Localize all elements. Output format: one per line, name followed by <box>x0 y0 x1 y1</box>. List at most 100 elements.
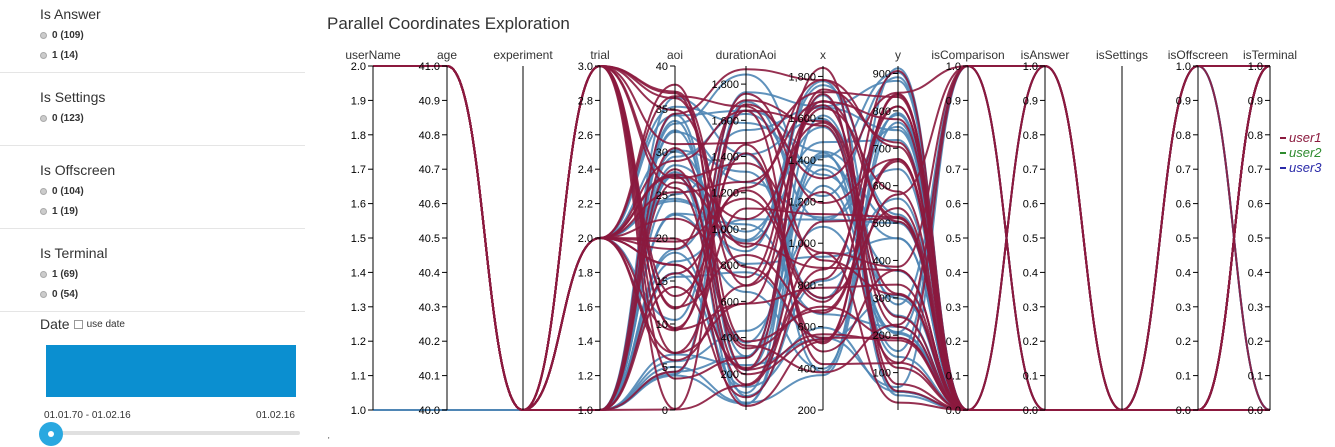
record-polyline[interactable] <box>372 65 1271 412</box>
record-polyline[interactable] <box>372 64 1271 412</box>
record-polyline[interactable] <box>372 65 1270 412</box>
record-polyline[interactable] <box>372 65 1270 412</box>
record-polyline[interactable] <box>372 65 1271 412</box>
axis-label[interactable]: isComparison <box>931 48 1004 62</box>
record-polyline[interactable] <box>372 64 1270 412</box>
radio-icon[interactable] <box>40 31 47 39</box>
record-polyline[interactable] <box>372 65 1271 412</box>
record-polyline[interactable] <box>372 64 1271 412</box>
axis-durationAoi[interactable]: durationAoi 200 400 600 800 1,000 1,200 1,400 1,… <box>711 48 776 410</box>
radio-option[interactable]: 0 (104) <box>40 181 305 201</box>
record-polyline[interactable] <box>372 64 1270 412</box>
axis-label[interactable]: experiment <box>493 48 553 62</box>
record-polyline[interactable] <box>372 65 1270 412</box>
record-polyline[interactable] <box>372 65 1271 412</box>
radio-option[interactable]: 0 (123) <box>40 108 305 128</box>
record-polyline[interactable] <box>372 65 1270 412</box>
axis-label[interactable]: isSettings <box>1096 48 1148 62</box>
record-polyline[interactable] <box>372 65 1271 412</box>
axis-userName[interactable]: userName 1.0 1.1 1.2 1.3 1.4 1.5 1.6 1.7 1.8 1.9 2.… <box>345 48 401 417</box>
radio-icon[interactable] <box>40 51 47 59</box>
record-polyline[interactable] <box>372 64 1271 412</box>
record-polyline[interactable] <box>372 65 1271 412</box>
record-polyline[interactable] <box>372 65 1271 412</box>
record-polyline[interactable] <box>372 64 1270 412</box>
axis-label[interactable]: isTerminal <box>1243 48 1297 62</box>
record-polyline[interactable] <box>372 65 1271 412</box>
record-polyline[interactable] <box>372 65 1270 412</box>
record-polyline[interactable] <box>372 64 1271 412</box>
record-polyline[interactable] <box>372 65 1270 412</box>
record-polyline[interactable] <box>372 65 1270 412</box>
axis-isComparison[interactable]: isComparison 0.0 0.1 0.2 0.3 0.4 0.5 0.6 0.7 0.8 0… <box>931 48 1004 417</box>
radio-option[interactable]: 0 (109) <box>40 25 305 45</box>
axis-label[interactable]: isAnswer <box>1021 48 1070 62</box>
record-polyline[interactable] <box>372 64 1270 412</box>
axis-label[interactable]: trial <box>590 48 609 62</box>
record-polyline[interactable] <box>372 64 1270 412</box>
record-polyline[interactable] <box>372 65 1270 412</box>
record-polyline[interactable] <box>372 64 1271 412</box>
record-polyline[interactable] <box>372 65 1271 412</box>
record-polyline[interactable] <box>372 65 1271 412</box>
axis-label[interactable]: durationAoi <box>716 48 777 62</box>
record-polyline[interactable] <box>372 65 1271 412</box>
axis-label[interactable]: userName <box>345 48 401 62</box>
record-polyline[interactable] <box>372 65 1270 412</box>
axis-isSettings[interactable]: isSettings <box>1096 48 1148 410</box>
record-polyline[interactable] <box>372 64 1270 412</box>
axis-isAnswer[interactable]: isAnswer 0.0 0.1 0.2 0.3 0.4 0.5 0.6 0.7 0.8 0.9 1.… <box>1021 48 1070 417</box>
axis-isTerminal[interactable]: isTerminal 0.0 0.1 0.2 0.3 0.4 0.5 0.6 0.7 0.8 0.9… <box>1243 48 1297 417</box>
use-date-checkbox[interactable] <box>73 319 83 329</box>
record-polyline[interactable] <box>372 65 1271 412</box>
record-polyline[interactable] <box>372 64 1271 412</box>
axis-y[interactable]: y 100 200 300 400 500 600 700 800 900 <box>873 48 901 410</box>
record-polyline[interactable] <box>372 65 1271 412</box>
record-polyline[interactable] <box>372 65 1270 412</box>
axis-label[interactable]: x <box>820 48 826 62</box>
axis-label[interactable]: y <box>895 48 901 62</box>
record-polyline[interactable] <box>372 64 1271 412</box>
radio-icon[interactable] <box>40 114 47 122</box>
record-polyline[interactable] <box>372 65 1270 412</box>
parallel-coordinates-plot[interactable]: userName 1.0 1.1 1.2 1.3 1.4 1.5 1.6 1.7 1.8 1.9 2.… <box>320 40 1335 420</box>
record-polyline[interactable] <box>372 65 1270 412</box>
record-polyline[interactable] <box>372 65 1270 412</box>
record-polyline[interactable] <box>372 64 1270 412</box>
record-polyline[interactable] <box>372 64 1270 412</box>
record-polyline[interactable] <box>372 64 1271 412</box>
axis-label[interactable]: isOffscreen <box>1168 48 1228 62</box>
record-polyline[interactable] <box>372 64 1271 412</box>
axis-label[interactable]: aoi <box>667 48 683 62</box>
record-polyline[interactable] <box>372 64 1270 412</box>
record-polyline[interactable] <box>372 64 1271 412</box>
record-polyline[interactable] <box>372 64 1271 412</box>
record-polyline[interactable] <box>372 64 1270 412</box>
radio-option[interactable]: 1 (14) <box>40 45 305 65</box>
record-polyline[interactable] <box>372 64 1271 412</box>
record-polyline[interactable] <box>372 65 1271 412</box>
record-polyline[interactable] <box>372 64 1271 412</box>
record-polyline[interactable] <box>372 65 1270 412</box>
axis-age[interactable]: age 40.0 40.1 40.2 40.3 40.4 40.5 40.6 40.7 40.8 4… <box>419 48 458 417</box>
radio-icon[interactable] <box>40 290 47 298</box>
date-slider-handle[interactable] <box>39 422 63 446</box>
record-polyline[interactable] <box>372 65 1270 412</box>
record-polyline[interactable] <box>372 65 1271 412</box>
record-polyline[interactable] <box>372 65 1271 412</box>
date-slider-track[interactable] <box>50 431 300 435</box>
record-polyline[interactable] <box>372 65 1271 412</box>
radio-option[interactable]: 0 (54) <box>40 284 305 304</box>
axis-isOffscreen[interactable]: isOffscreen 0.0 0.1 0.2 0.3 0.4 0.5 0.6 0.7 0.8 0.… <box>1168 48 1228 417</box>
axis-label[interactable]: age <box>437 48 457 62</box>
axis-experiment[interactable]: experiment <box>493 48 553 410</box>
axis-x[interactable]: x 200 400 600 800 1,000 1,200 1,400 1,600 1,800 <box>788 48 826 417</box>
record-polyline[interactable] <box>372 64 1271 412</box>
record-polyline[interactable] <box>372 64 1270 412</box>
axis-trial[interactable]: trial 1.0 1.2 1.4 1.6 1.8 2.0 2.2 2.4 2.6 2.8 3.0 <box>578 48 610 417</box>
record-polyline[interactable] <box>372 64 1270 412</box>
record-polyline[interactable] <box>372 65 1270 412</box>
record-polyline[interactable] <box>372 65 1271 412</box>
record-polyline[interactable] <box>372 84 1270 412</box>
record-polyline[interactable] <box>372 64 1271 412</box>
